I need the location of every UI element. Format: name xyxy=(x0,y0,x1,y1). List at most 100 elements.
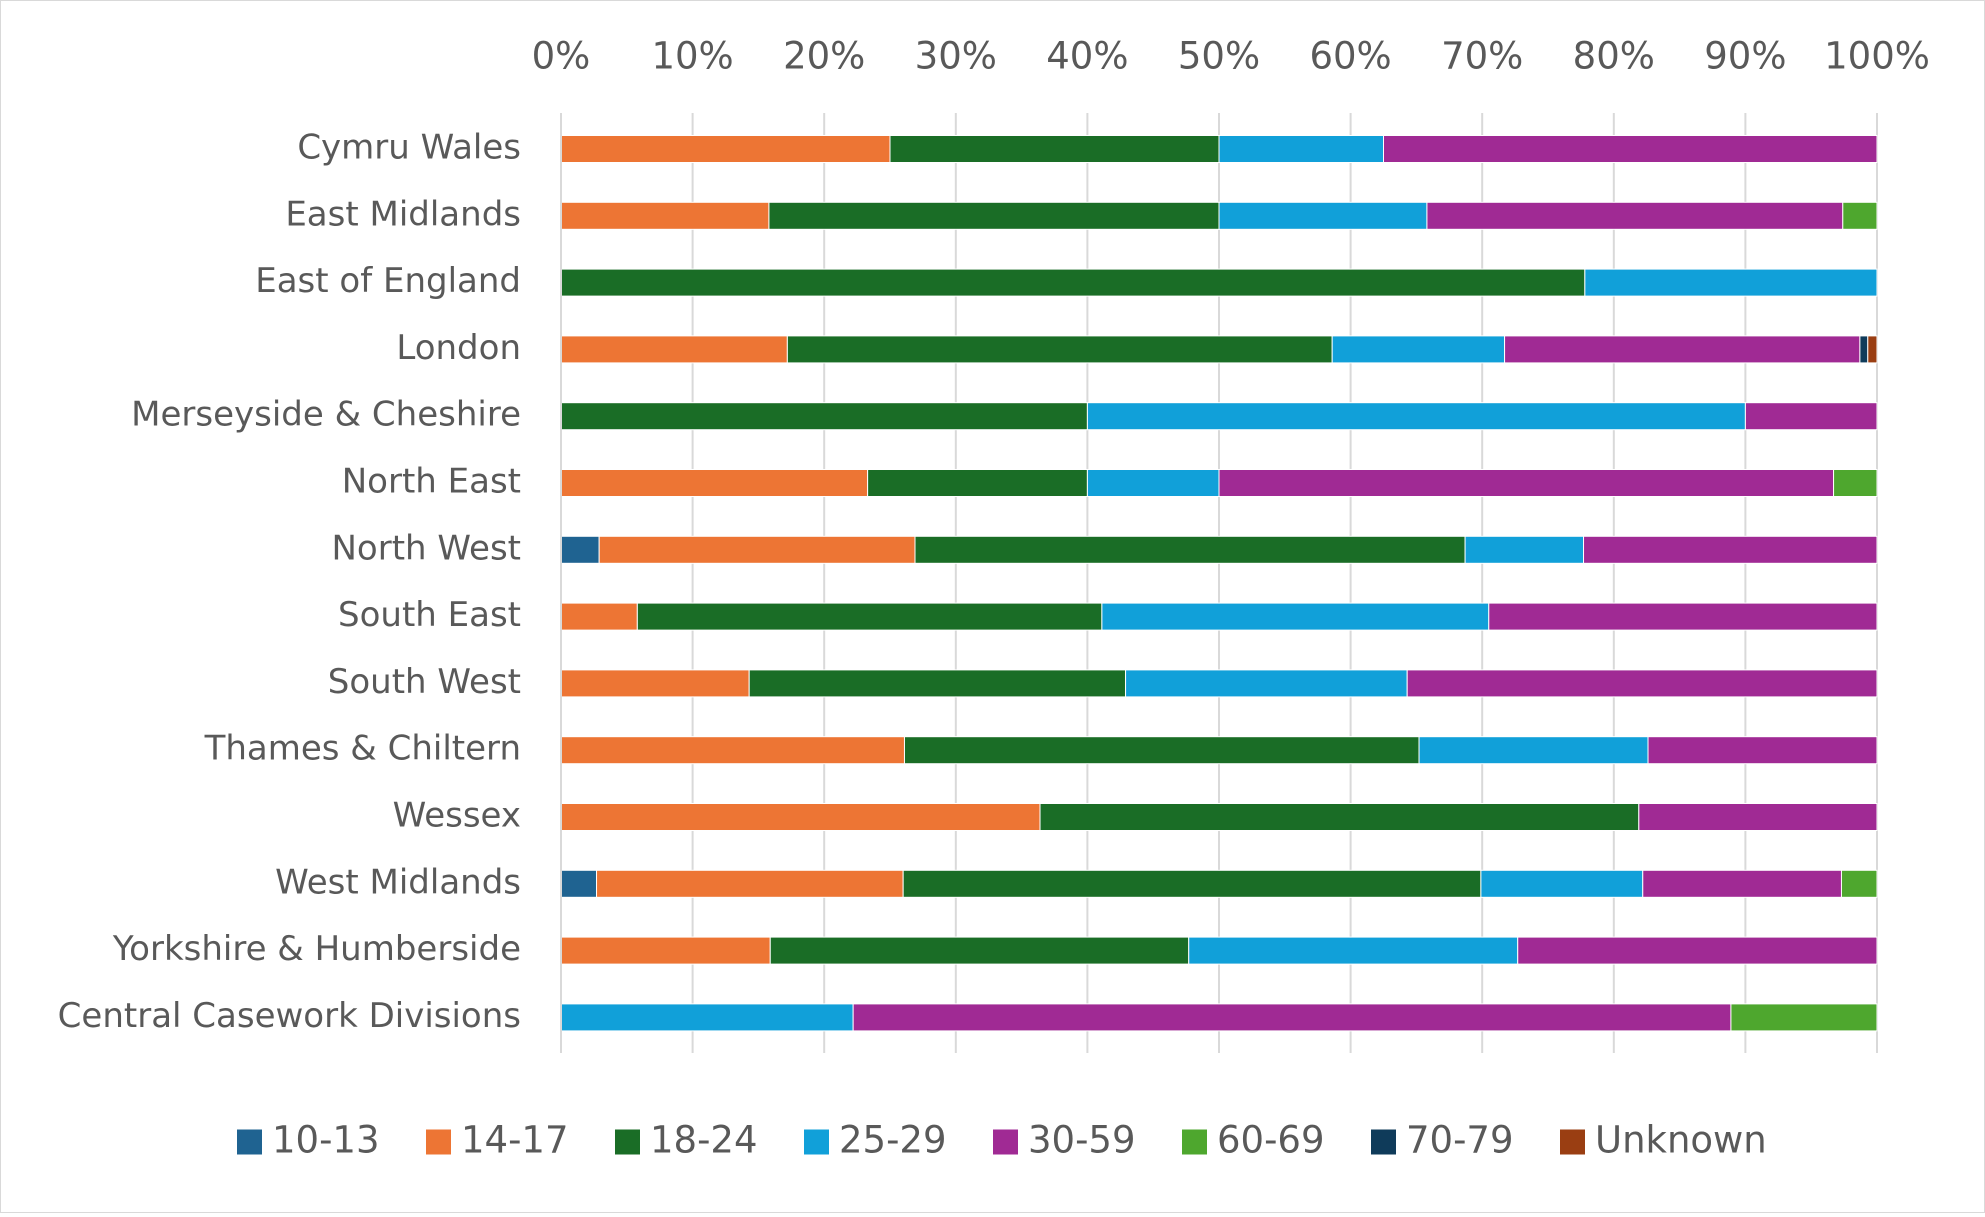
bar-segment-18-24 xyxy=(636,602,1103,631)
bar-segment-18-24 xyxy=(768,201,1220,230)
legend-swatch xyxy=(426,1129,451,1155)
bar-segment-25-29 xyxy=(1218,201,1428,230)
legend-swatch xyxy=(615,1129,640,1155)
bar-segment-60-69 xyxy=(1842,201,1878,230)
bar-segment-18-24 xyxy=(748,669,1127,698)
bar-segment-30-59 xyxy=(852,1003,1732,1032)
bar-segment-30-59 xyxy=(1517,936,1878,965)
legend-item: 10-13 xyxy=(237,1119,380,1162)
bar-segment-60-69 xyxy=(1840,869,1878,898)
legend-label: 18-24 xyxy=(650,1119,758,1162)
bar-segment-14-17 xyxy=(598,535,916,564)
bar-segment-25-29 xyxy=(1218,135,1384,163)
bar-segment-10-13 xyxy=(560,869,598,898)
legend-item: 18-24 xyxy=(615,1119,758,1162)
bar-segment-25-29 xyxy=(1480,869,1644,898)
bar-segment-30-59 xyxy=(1583,535,1878,564)
bar-segment-14-17 xyxy=(560,201,770,230)
bar-segment-18-24 xyxy=(889,135,1220,163)
bar-segment-14-17 xyxy=(560,936,771,965)
bar-segment-18-24 xyxy=(867,469,1088,497)
bar-segment-25-29 xyxy=(1584,268,1878,297)
x-tick-label: 20% xyxy=(783,35,865,78)
bar-segment-25-29 xyxy=(560,1003,854,1032)
x-tick-label: 30% xyxy=(915,35,997,78)
category-labels: Cymru Wales East Midlands East of England L… xyxy=(58,128,521,1036)
bar-segment-18-24 xyxy=(903,736,1420,765)
category-label: North East xyxy=(342,462,521,502)
category-label: West Midlands xyxy=(275,862,521,902)
bar-segment-25-29 xyxy=(1086,402,1746,431)
bar-segment-25-29 xyxy=(1418,736,1649,765)
bar-segment-14-17 xyxy=(596,869,904,898)
category-label: London xyxy=(396,328,521,368)
category-label: North West xyxy=(332,528,522,568)
x-tick-label: 40% xyxy=(1046,35,1128,78)
bar-segment-25-29 xyxy=(1188,936,1519,965)
bar-segment-30-59 xyxy=(1647,736,1878,765)
bar-segment-14-17 xyxy=(560,335,788,364)
x-tick-label: 80% xyxy=(1573,35,1655,78)
bar-segment-60-69 xyxy=(1833,469,1878,497)
bar-segment-30-59 xyxy=(1642,869,1842,898)
x-tick-label: 10% xyxy=(651,35,733,78)
x-tick-label: 0% xyxy=(532,35,591,78)
bar-segment-18-24 xyxy=(1039,803,1640,831)
bar-segment-18-24 xyxy=(786,335,1333,364)
legend-label: 30-59 xyxy=(1028,1119,1136,1162)
bars xyxy=(560,135,1878,1032)
gridlines xyxy=(560,113,1878,1053)
bar-segment-25-29 xyxy=(1331,335,1506,364)
legend-item: 30-59 xyxy=(993,1119,1136,1162)
legend-label: 25-29 xyxy=(839,1119,947,1162)
category-label: East Midlands xyxy=(285,194,521,234)
legend-item: Unknown xyxy=(1560,1119,1767,1162)
category-label: South West xyxy=(328,662,521,702)
legend-label: Unknown xyxy=(1595,1119,1767,1162)
x-tick-label: 90% xyxy=(1704,35,1786,78)
category-label: South East xyxy=(338,595,521,635)
x-tick-labels: 0% 10% 20% 30% 40% 50% 60% 70% 80% 90% 100% xyxy=(532,35,1930,78)
bar-segment-30-59 xyxy=(1744,402,1878,431)
legend-swatch xyxy=(1371,1129,1396,1155)
bar-segment-30-59 xyxy=(1426,201,1844,230)
bar-segment-unknown xyxy=(1867,335,1878,364)
bar-segment-14-17 xyxy=(560,602,638,631)
bar-segment-30-59 xyxy=(1504,335,1861,364)
category-label: East of England xyxy=(255,261,521,301)
bar-segment-18-24 xyxy=(914,535,1466,564)
legend-swatch xyxy=(1560,1129,1585,1155)
category-label: Wessex xyxy=(393,796,521,836)
legend-swatch xyxy=(804,1129,829,1155)
legend-item: 14-17 xyxy=(426,1119,569,1162)
bar-segment-60-69 xyxy=(1730,1003,1878,1032)
bar-segment-25-29 xyxy=(1086,469,1220,497)
legend: 10-13 14-17 18-24 25-29 30-59 60-69 70-79 Unkno… xyxy=(237,1119,1767,1162)
legend-item: 70-79 xyxy=(1371,1119,1514,1162)
legend-label: 10-13 xyxy=(272,1119,380,1162)
bar-segment-14-17 xyxy=(560,803,1041,831)
category-label: Central Casework Divisions xyxy=(58,996,521,1036)
bar-segment-18-24 xyxy=(560,402,1088,431)
category-label: Cymru Wales xyxy=(297,128,521,168)
bar-segment-30-59 xyxy=(1383,135,1878,163)
category-label: Yorkshire & Humberside xyxy=(112,929,521,969)
x-tick-label: 100% xyxy=(1824,35,1930,78)
bar-segment-25-29 xyxy=(1464,535,1585,564)
bar-segment-18-24 xyxy=(769,936,1190,965)
legend-swatch xyxy=(1182,1129,1207,1155)
bar-segment-70-79 xyxy=(1859,335,1869,364)
legend-swatch xyxy=(993,1129,1018,1155)
category-label: Thames & Chiltern xyxy=(204,729,521,769)
x-tick-label: 50% xyxy=(1178,35,1260,78)
x-tick-label: 70% xyxy=(1441,35,1523,78)
bar-segment-14-17 xyxy=(560,135,891,163)
bar-segment-30-59 xyxy=(1406,669,1878,698)
bar-segment-10-13 xyxy=(560,535,600,564)
category-label: Merseyside & Cheshire xyxy=(131,395,521,435)
bar-segment-25-29 xyxy=(1125,669,1408,698)
bar-segment-14-17 xyxy=(560,669,750,698)
bar-segment-14-17 xyxy=(560,469,869,497)
bar-segment-14-17 xyxy=(560,736,905,765)
